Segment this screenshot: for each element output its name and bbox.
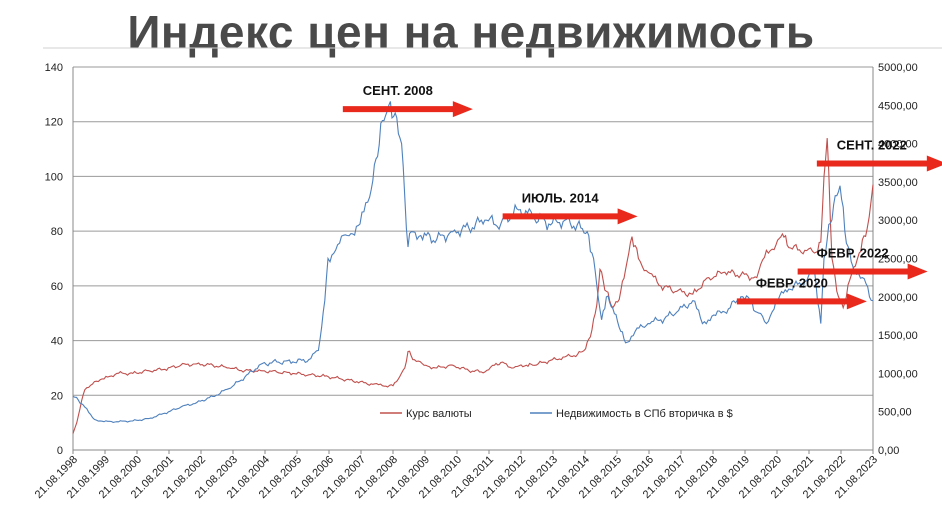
arrow-shaft <box>502 213 620 220</box>
arrow-head <box>617 208 638 225</box>
y-right-tick-label: 3500,00 <box>878 177 918 189</box>
y-right-tick-label: 2500,00 <box>878 254 918 266</box>
y-left-tick-label: 0 <box>57 445 63 457</box>
y-right-tick-label: 1000,00 <box>878 368 918 380</box>
y-right-tick-label: 5000,00 <box>878 62 918 74</box>
page-title: Индекс цен на недвижимость <box>127 6 815 58</box>
annotation-label: СЕНТ. 2008 <box>363 83 433 98</box>
annotation-arrow <box>502 208 638 225</box>
series-lines <box>72 101 874 434</box>
y-right-tick-label: 0,00 <box>878 445 899 457</box>
annotations: СЕНТ. 2008 ИЮЛЬ. 2014 ФЕВР. 2020 ФЕВР. 2022… <box>342 83 942 310</box>
x-axis-labels: 21.08.199821.08.199921.08.200021.08.2001… <box>33 454 880 501</box>
arrow-shaft <box>736 298 849 305</box>
annotation-label: СЕНТ. 2022 <box>837 138 907 153</box>
annotation-label: ФЕВР. 2020 <box>756 275 828 290</box>
y-right-tick-label: 4500,00 <box>878 100 918 112</box>
y-right-tick-label: 500,00 <box>878 407 912 419</box>
annotation-arrow <box>736 293 867 310</box>
legend-label-1: Курс валюты <box>406 408 472 420</box>
chart-grid <box>43 47 942 454</box>
y-right-tick-label: 4000,00 <box>878 139 918 151</box>
y-right-tick-label: 3000,00 <box>878 215 918 227</box>
y-right-tick-label: 2000,00 <box>878 292 918 304</box>
annotation-label: ФЕВР. 2022 <box>817 246 889 261</box>
y-axis-right-labels: 0,00 500,00 1000,00 1500,00 2000,00 2500,00 30… <box>878 62 918 457</box>
series-line-1 <box>72 138 874 434</box>
arrow-shaft <box>797 268 910 275</box>
y-left-tick-label: 40 <box>51 336 63 348</box>
y-left-tick-label: 140 <box>45 62 63 74</box>
arrow-head <box>907 263 928 280</box>
arrow-shaft <box>342 106 455 113</box>
arrow-head <box>452 101 473 118</box>
arrow-head <box>846 293 867 310</box>
arrow-head <box>926 155 942 172</box>
y-left-tick-label: 100 <box>45 171 63 183</box>
y-axis-left-labels: 0 20 40 60 80 100 120 140 <box>45 62 63 457</box>
y-left-tick-label: 60 <box>51 281 63 293</box>
series-line-2 <box>72 101 874 423</box>
annotation-label: ИЮЛЬ. 2014 <box>522 190 600 205</box>
arrow-shaft <box>816 160 929 167</box>
annotation-arrow <box>342 101 473 118</box>
y-right-tick-label: 1500,00 <box>878 330 918 342</box>
annotation-arrow <box>816 155 942 172</box>
legend: Курс валюты Недвижимость в СПб вторичка в… <box>380 408 733 420</box>
y-left-tick-label: 120 <box>45 117 63 129</box>
annotation-arrow <box>797 263 928 280</box>
y-left-tick-label: 20 <box>51 390 63 402</box>
y-left-tick-label: 80 <box>51 226 63 238</box>
legend-label-2: Недвижимость в СПб вторичка в $ <box>556 408 733 420</box>
